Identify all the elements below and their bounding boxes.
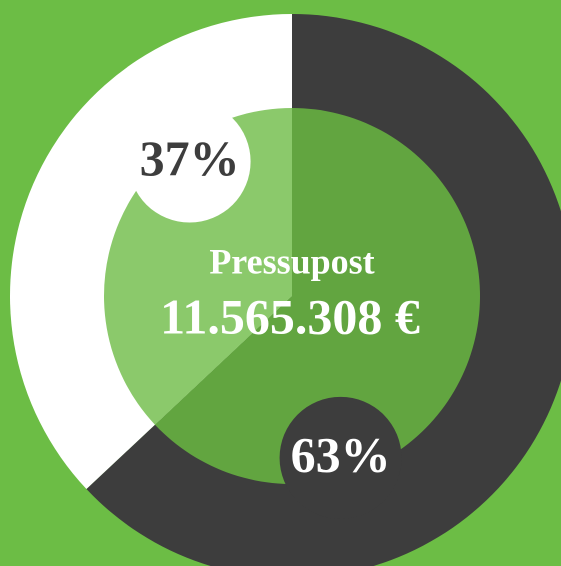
value-label: 37% xyxy=(140,130,240,186)
center-label: Pressupost xyxy=(209,241,374,281)
center-value: 11.565.308 € xyxy=(160,288,420,344)
label-bubble xyxy=(279,396,402,519)
inner-segment xyxy=(154,108,481,484)
value-label: 63% xyxy=(291,426,391,482)
label-bubble xyxy=(128,100,251,223)
